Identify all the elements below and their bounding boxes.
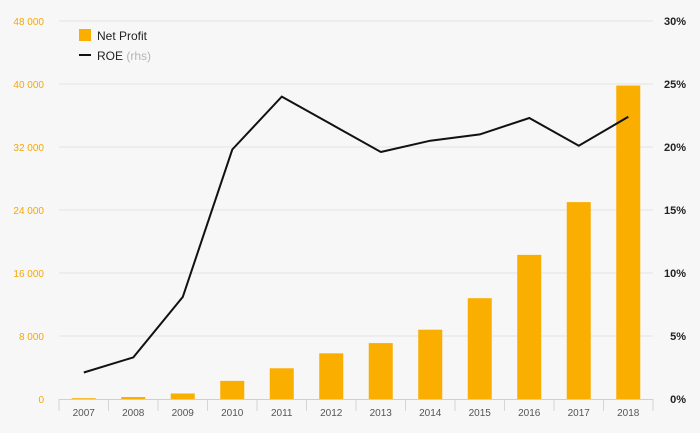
gridlines	[59, 20, 653, 337]
legend-label-roe-name: ROE	[97, 49, 123, 63]
x-tick-label: 2011	[271, 408, 293, 419]
right-tick-label: 20%	[664, 142, 686, 154]
roe-line	[83, 95, 629, 374]
legend-label-roe-suffix: (rhs)	[126, 49, 151, 63]
bar-net-profit	[269, 368, 294, 399]
right-axis: 0% 5% 10% 15% 20% 25% 30%	[664, 16, 686, 406]
x-tick-label: 2017	[568, 408, 591, 419]
bar-net-profit	[467, 298, 492, 399]
x-tick-label: 2016	[518, 408, 541, 419]
bar-net-profit	[220, 380, 245, 399]
legend: Net Profit ROE (rhs)	[79, 29, 151, 63]
net-profit-bars	[71, 85, 641, 399]
left-axis: 0 8 000 16 000 24 000 32 000 40 000 48 000	[13, 17, 44, 406]
bar-net-profit	[418, 329, 443, 399]
right-tick-label: 10%	[664, 268, 686, 280]
x-tick-label: 2014	[419, 408, 442, 419]
right-tick-label: 15%	[664, 205, 686, 217]
legend-swatch-net-profit	[79, 29, 91, 41]
bar-net-profit	[71, 398, 96, 399]
bar-net-profit	[319, 353, 344, 399]
right-tick-label: 0%	[670, 394, 686, 406]
x-tick-label: 2015	[469, 408, 492, 419]
bar-net-profit	[170, 393, 195, 399]
left-tick-label: 0	[38, 395, 44, 406]
left-tick-label: 16 000	[13, 269, 44, 280]
legend-label-net-profit: Net Profit	[97, 29, 148, 43]
left-tick-label: 40 000	[13, 80, 44, 91]
left-tick-label: 8 000	[19, 332, 44, 343]
bar-net-profit	[517, 254, 542, 399]
right-tick-label: 25%	[664, 79, 686, 91]
x-tick-label: 2013	[370, 408, 393, 419]
legend-label-roe: ROE (rhs)	[97, 49, 151, 63]
roe-line-series	[83, 95, 629, 374]
bar-net-profit	[368, 343, 393, 399]
x-tick-label: 2008	[122, 408, 145, 419]
x-tick-label: 2018	[617, 408, 640, 419]
x-axis: 2007 2008 2009 2010 2011 2012 2013 2014 2015 2016…	[58, 399, 654, 419]
right-tick-label: 30%	[664, 16, 686, 28]
x-tick-label: 2010	[221, 408, 244, 419]
bar-net-profit	[566, 202, 591, 399]
left-tick-label: 32 000	[13, 143, 44, 154]
x-tick-label: 2009	[172, 408, 195, 419]
bar-net-profit	[121, 397, 146, 399]
left-tick-label: 48 000	[13, 17, 44, 28]
x-tick-label: 2007	[73, 408, 96, 419]
right-tick-label: 5%	[670, 331, 686, 343]
left-tick-label: 24 000	[13, 206, 44, 217]
bar-net-profit	[616, 85, 641, 399]
x-tick-label: 2012	[320, 408, 343, 419]
